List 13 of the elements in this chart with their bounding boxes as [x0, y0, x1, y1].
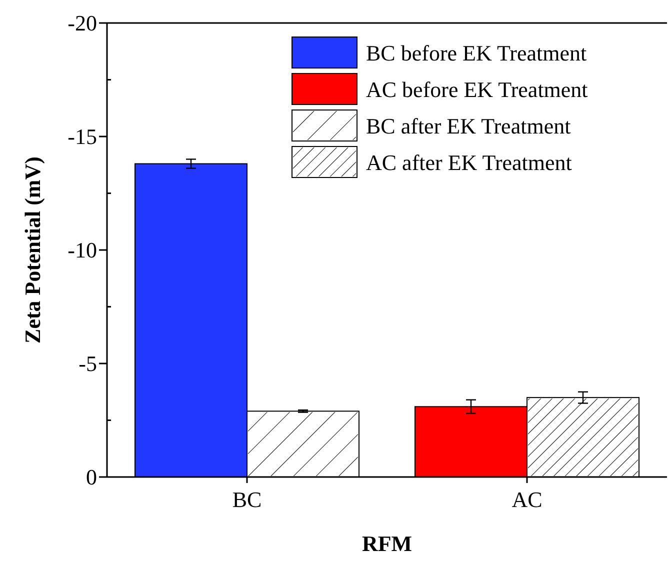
y-tick-label: -5	[78, 351, 97, 376]
y-tick-label: -20	[68, 10, 97, 36]
y-tick-label: -15	[68, 124, 97, 150]
legend-label: AC before EK Treatment	[366, 77, 588, 102]
legend-label: AC after EK Treatment	[366, 150, 572, 176]
y-tick-label: 0	[86, 464, 97, 490]
legend-label: BC before EK Treatment	[366, 40, 587, 66]
x-tick-label: BC	[232, 487, 262, 512]
legend-label: BC after EK Treatment	[366, 114, 571, 139]
y-axis-title: Zeta Potential (mV)	[20, 156, 45, 344]
x-axis-title: RFM	[362, 531, 412, 556]
y-tick-label: -10	[68, 238, 97, 263]
x-tick-label: AC	[512, 487, 542, 512]
